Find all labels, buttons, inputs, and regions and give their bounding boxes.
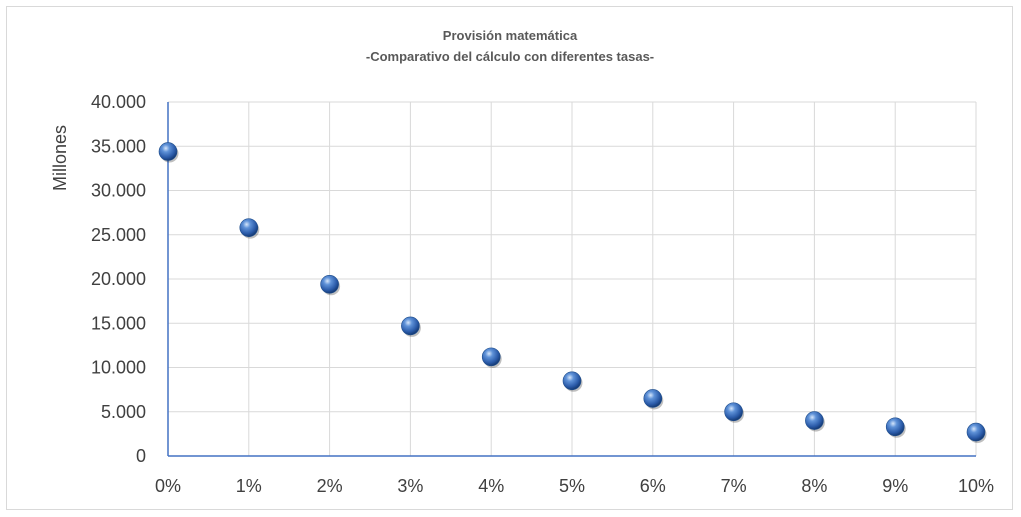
- y-tick-label: 30.000: [91, 181, 146, 201]
- data-point: [724, 402, 743, 422]
- x-tick-label: 8%: [801, 476, 827, 496]
- data-points: [158, 142, 987, 444]
- chart-subtitle: -Comparativo del cálculo con diferentes …: [366, 49, 654, 64]
- y-tick-label: 0: [136, 446, 146, 466]
- data-point: [158, 142, 178, 161]
- data-point: [562, 371, 582, 391]
- data-point: [320, 275, 339, 294]
- y-tick-label: 5.000: [101, 402, 146, 422]
- x-tick-label: 5%: [559, 476, 585, 496]
- data-point: [885, 417, 905, 437]
- x-tick-labels: 0% 1% 2% 3% 4% 5% 6% 7% 8% 9% 10%: [155, 476, 994, 496]
- y-tick-label: 15.000: [91, 313, 146, 333]
- x-tick-label: 1%: [236, 476, 262, 496]
- x-tick-label: 0%: [155, 476, 181, 496]
- chart-title: Provisión matemática: [443, 28, 578, 43]
- chart-area: [6, 6, 1013, 510]
- y-tick-label: 20.000: [91, 269, 146, 289]
- x-tick-label: 6%: [640, 476, 666, 496]
- axes: [167, 102, 976, 457]
- y-tick-label: 10.000: [91, 358, 146, 378]
- y-tick-label: 25.000: [91, 225, 146, 245]
- gridlines: [168, 101, 977, 456]
- data-point: [643, 389, 663, 408]
- x-tick-label: 7%: [721, 476, 747, 496]
- y-tick-label: 40.000: [91, 92, 146, 112]
- x-tick-label: 4%: [478, 476, 504, 496]
- data-point: [481, 347, 501, 367]
- data-point: [805, 411, 824, 430]
- data-point: [966, 422, 986, 442]
- x-tick-label: 9%: [882, 476, 908, 496]
- x-tick-label: 2%: [317, 476, 343, 496]
- data-point: [401, 316, 420, 336]
- x-tick-label: 3%: [397, 476, 423, 496]
- y-axis-title: Millones: [50, 125, 70, 191]
- y-tick-label: 35.000: [91, 136, 146, 156]
- y-tick-labels: 0 5.000 10.000 15.000 20.000 25.000 30.000 35.0…: [91, 92, 146, 466]
- data-point: [239, 218, 259, 237]
- x-tick-label: 10%: [958, 476, 994, 496]
